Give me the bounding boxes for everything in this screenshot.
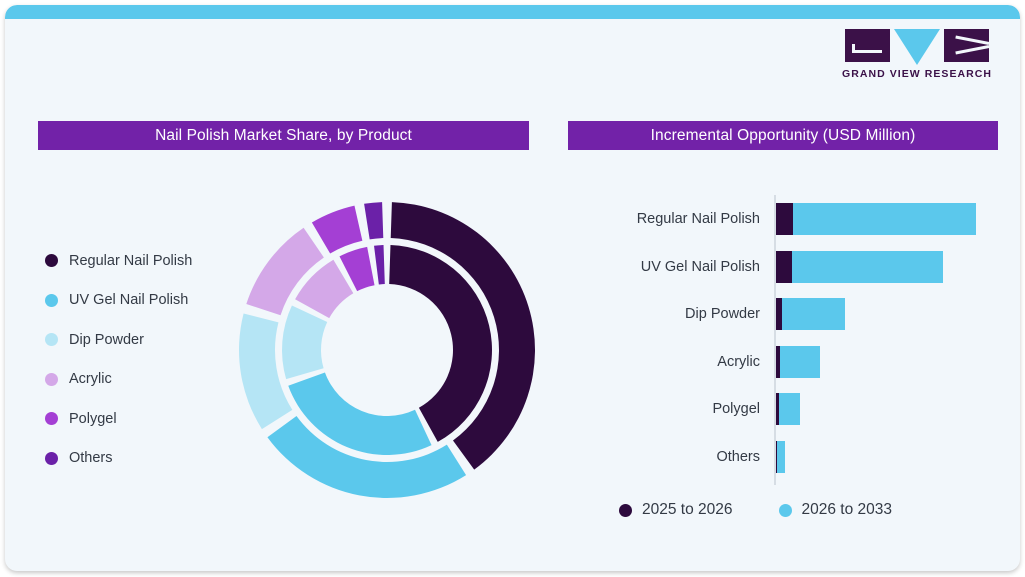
bar-segment-2025-to-2026[interactable] bbox=[776, 345, 780, 378]
bar-segment-2025-to-2026[interactable] bbox=[776, 393, 779, 425]
legend-item-label: Regular Nail Polish bbox=[69, 252, 193, 269]
bar-chart-row: Polygel bbox=[568, 393, 998, 425]
donut-slice[interactable] bbox=[374, 245, 385, 285]
donut-slice[interactable] bbox=[267, 415, 467, 498]
legend-item-label: Polygel bbox=[69, 410, 117, 427]
bar-segment-2026-to-2033[interactable] bbox=[793, 203, 976, 235]
bar-segment-2025-to-2026[interactable] bbox=[776, 250, 792, 283]
left-panel-title: Nail Polish Market Share, by Product bbox=[38, 121, 529, 150]
incremental-opportunity-bar-chart: Regular Nail Polish UV Gel Nail Polish Dip… bbox=[568, 195, 998, 485]
bar-category-label: Polygel bbox=[712, 401, 760, 417]
bar-segment-2026-to-2033[interactable] bbox=[792, 250, 943, 283]
bar-category-label: Acrylic bbox=[717, 353, 760, 370]
bar-segment-2025-to-2026[interactable] bbox=[776, 298, 782, 330]
bar-chart-row: Acrylic bbox=[568, 345, 998, 378]
legend-item-acrylic[interactable]: Acrylic bbox=[45, 360, 245, 400]
bar-chart-value-axis bbox=[774, 195, 776, 485]
legend-color-swatch-icon bbox=[619, 503, 632, 517]
logo-v-triangle-icon bbox=[894, 29, 940, 65]
bar-segment-2026-to-2033[interactable] bbox=[782, 298, 845, 330]
donut-slice[interactable] bbox=[389, 245, 492, 442]
bar-category-label: UV Gel Nail Polish bbox=[640, 258, 760, 275]
bar-stack bbox=[776, 250, 943, 283]
legend-color-swatch-icon bbox=[45, 412, 58, 426]
bar-stack bbox=[776, 345, 820, 378]
period-legend-item-2026-to-2033[interactable]: 2026 to 2033 bbox=[778, 501, 893, 519]
bar-category-label: Others bbox=[716, 448, 760, 465]
bar-segment-2025-to-2026[interactable] bbox=[776, 440, 777, 473]
donut-slice[interactable] bbox=[390, 202, 535, 470]
card-top-accent-bar bbox=[5, 5, 1020, 19]
logo-g-glyph-icon bbox=[845, 29, 890, 62]
legend-item-label: Acrylic bbox=[69, 371, 112, 388]
legend-item-polygel[interactable]: Polygel bbox=[45, 399, 245, 439]
legend-color-swatch-icon bbox=[45, 372, 58, 386]
bar-segment-2026-to-2033[interactable] bbox=[777, 440, 785, 473]
bar-chart-row: Dip Powder bbox=[568, 298, 998, 330]
donut-slice[interactable] bbox=[295, 259, 354, 319]
donut-svg bbox=[238, 202, 535, 498]
bar-category-label: Dip Powder bbox=[685, 306, 760, 322]
right-panel-title: Incremental Opportunity (USD Million) bbox=[568, 121, 998, 150]
bar-category-label: Regular Nail Polish bbox=[636, 211, 760, 227]
donut-slice[interactable] bbox=[238, 313, 293, 430]
legend-color-swatch-icon bbox=[45, 333, 58, 347]
legend-item-uv-gel-nail-polish[interactable]: UV Gel Nail Polish bbox=[45, 281, 245, 321]
logo-wordmark: GRAND VIEW RESEARCH bbox=[842, 68, 993, 80]
infographic-card: GRAND VIEW RESEARCH Nail Polish Market S… bbox=[5, 5, 1020, 571]
bar-chart-row: UV Gel Nail Polish bbox=[568, 250, 998, 283]
legend-item-label: Others bbox=[69, 450, 113, 467]
bar-chart-row: Others bbox=[568, 440, 998, 473]
logo-r-glyph-icon bbox=[944, 29, 989, 62]
legend-item-dip-powder[interactable]: Dip Powder bbox=[45, 320, 245, 360]
bar-segment-2025-to-2026[interactable] bbox=[776, 203, 793, 235]
donut-slice[interactable] bbox=[246, 227, 324, 316]
period-legend: 2025 to 2026 2026 to 2033 bbox=[619, 501, 892, 519]
brand-logo: GRAND VIEW RESEARCH bbox=[842, 29, 992, 80]
legend-color-swatch-icon bbox=[45, 293, 58, 307]
period-legend-label: 2025 to 2026 bbox=[642, 501, 733, 518]
donut-inner-ring bbox=[282, 245, 492, 455]
legend-color-swatch-icon bbox=[45, 254, 58, 268]
donut-slice[interactable] bbox=[364, 202, 384, 240]
bar-stack bbox=[776, 393, 800, 425]
donut-slice[interactable] bbox=[288, 372, 432, 455]
period-legend-label: 2026 to 2033 bbox=[801, 501, 893, 518]
product-legend: Regular Nail Polish UV Gel Nail Polish D… bbox=[45, 241, 245, 478]
legend-item-regular-nail-polish[interactable]: Regular Nail Polish bbox=[45, 241, 245, 281]
gvr-logo-mark bbox=[842, 29, 992, 65]
bar-stack bbox=[776, 440, 785, 473]
donut-slice[interactable] bbox=[282, 305, 328, 380]
bar-segment-2026-to-2033[interactable] bbox=[780, 345, 820, 378]
legend-color-swatch-icon bbox=[45, 451, 58, 465]
donut-slice[interactable] bbox=[339, 246, 375, 292]
legend-item-label: Dip Powder bbox=[69, 331, 144, 348]
donut-slice[interactable] bbox=[311, 205, 363, 254]
bar-stack bbox=[776, 298, 845, 330]
market-share-donut-chart bbox=[237, 200, 537, 500]
period-legend-item-2025-to-2026[interactable]: 2025 to 2026 bbox=[619, 501, 733, 519]
legend-item-others[interactable]: Others bbox=[45, 439, 245, 479]
bar-chart-row: Regular Nail Polish bbox=[568, 203, 998, 235]
bar-stack bbox=[776, 203, 976, 235]
legend-item-label: UV Gel Nail Polish bbox=[69, 292, 189, 309]
bar-segment-2026-to-2033[interactable] bbox=[779, 393, 800, 425]
donut-outer-ring bbox=[238, 202, 535, 498]
legend-color-swatch-icon bbox=[778, 503, 792, 517]
